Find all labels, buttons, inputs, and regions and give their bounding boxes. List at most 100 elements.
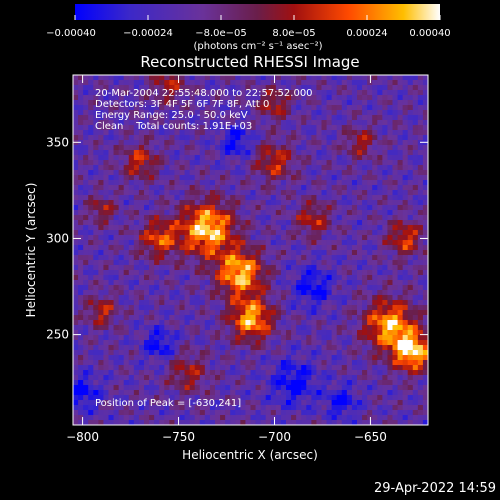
- heatmap-cell: [138, 175, 145, 181]
- heatmap-cell: [138, 75, 145, 81]
- heatmap-cell: [194, 165, 201, 171]
- heatmap-cell: [215, 140, 221, 146]
- heatmap-cell: [275, 300, 282, 306]
- heatmap-cell: [387, 125, 393, 131]
- heatmap-cell: [341, 320, 348, 326]
- heatmap-cell: [367, 190, 373, 196]
- heatmap-cell: [215, 400, 221, 406]
- heatmap-cell: [280, 235, 287, 241]
- heatmap-cell: [204, 350, 211, 356]
- heatmap-cell: [93, 255, 99, 261]
- heatmap-cell: [311, 405, 317, 411]
- heatmap-cell: [321, 90, 327, 96]
- heatmap-cell: [367, 410, 373, 416]
- heatmap-cell: [387, 100, 393, 106]
- heatmap-cell: [133, 115, 140, 121]
- heatmap-cell: [397, 160, 404, 166]
- heatmap-cell: [382, 80, 388, 86]
- heatmap-cell: [118, 145, 125, 151]
- heatmap-cell: [362, 405, 368, 411]
- heatmap-cell: [204, 390, 211, 396]
- heatmap-cell: [138, 420, 145, 425]
- heatmap-cell: [422, 240, 428, 246]
- heatmap-cell: [306, 275, 312, 281]
- heatmap-cell: [316, 215, 322, 221]
- heatmap-cell: [230, 300, 236, 306]
- heatmap-cell: [98, 185, 104, 191]
- heatmap-cell: [311, 300, 317, 306]
- heatmap-cell: [351, 135, 358, 141]
- heatmap-cell: [230, 285, 236, 291]
- heatmap-cell: [326, 415, 333, 421]
- heatmap-cell: [372, 195, 378, 201]
- heatmap-cell: [286, 420, 292, 425]
- heatmap-cell: [407, 360, 414, 366]
- heatmap-cell: [372, 200, 378, 206]
- heatmap-cell: [311, 280, 317, 286]
- heatmap-cell: [230, 305, 236, 311]
- heatmap-cell: [417, 300, 424, 306]
- heatmap-cell: [417, 230, 424, 236]
- heatmap-cell: [357, 350, 363, 356]
- heatmap-cell: [209, 265, 216, 271]
- heatmap-cell: [83, 265, 89, 271]
- heatmap-cell: [336, 275, 343, 281]
- heatmap-cell: [336, 220, 343, 226]
- heatmap-cell: [351, 395, 358, 401]
- heatmap-cell: [78, 400, 84, 406]
- heatmap-cell: [296, 100, 302, 106]
- heatmap-cell: [250, 210, 256, 216]
- heatmap-cell: [377, 340, 383, 346]
- heatmap-cell: [184, 215, 191, 221]
- heatmap-cell: [392, 315, 398, 321]
- heatmap-cell: [255, 195, 262, 201]
- heatmap-cell: [159, 270, 165, 276]
- heatmap-cell: [93, 340, 99, 346]
- heatmap-cell: [407, 115, 414, 121]
- heatmap-cell: [316, 75, 322, 81]
- heatmap-cell: [240, 80, 246, 86]
- heatmap-cell: [184, 205, 191, 211]
- heatmap-cell: [402, 420, 409, 425]
- heatmap-cell: [164, 95, 170, 101]
- heatmap-cell: [372, 405, 378, 411]
- heatmap-cell: [402, 305, 409, 311]
- heatmap-cell: [199, 410, 206, 416]
- heatmap-cell: [215, 260, 221, 266]
- heatmap-cell: [326, 210, 333, 216]
- heatmap-cell: [387, 145, 393, 151]
- heatmap-cell: [118, 190, 125, 196]
- heatmap-cell: [169, 340, 175, 346]
- heatmap-cell: [291, 120, 297, 126]
- heatmap-cell: [103, 365, 109, 371]
- heatmap-cell: [377, 330, 383, 336]
- heatmap-cell: [260, 75, 267, 81]
- heatmap-cell: [113, 320, 120, 326]
- heatmap-cell: [174, 180, 180, 186]
- heatmap-cell: [133, 410, 140, 416]
- heatmap-cell: [123, 205, 130, 211]
- heatmap-cell: [255, 330, 262, 336]
- heatmap-cell: [387, 370, 393, 376]
- heatmap-cell: [387, 290, 393, 296]
- heatmap-cell: [123, 85, 130, 91]
- heatmap-cell: [367, 215, 373, 221]
- heatmap-cell: [417, 225, 424, 231]
- heatmap-cell: [341, 245, 348, 251]
- heatmap-cell: [179, 115, 185, 121]
- heatmap-cell: [164, 360, 170, 366]
- heatmap-cell: [382, 235, 388, 241]
- heatmap-cell: [351, 265, 358, 271]
- heatmap-cell: [240, 205, 246, 211]
- heatmap-cell: [372, 265, 378, 271]
- heatmap-cell: [260, 110, 267, 116]
- heatmap-cell: [204, 250, 211, 256]
- heatmap-cell: [341, 120, 348, 126]
- heatmap-cell: [412, 375, 419, 381]
- heatmap-cell: [382, 380, 388, 386]
- heatmap-cell: [103, 120, 109, 126]
- heatmap-cell: [326, 280, 333, 286]
- heatmap-cell: [260, 200, 267, 206]
- heatmap-cell: [346, 150, 353, 156]
- heatmap-cell: [98, 255, 104, 261]
